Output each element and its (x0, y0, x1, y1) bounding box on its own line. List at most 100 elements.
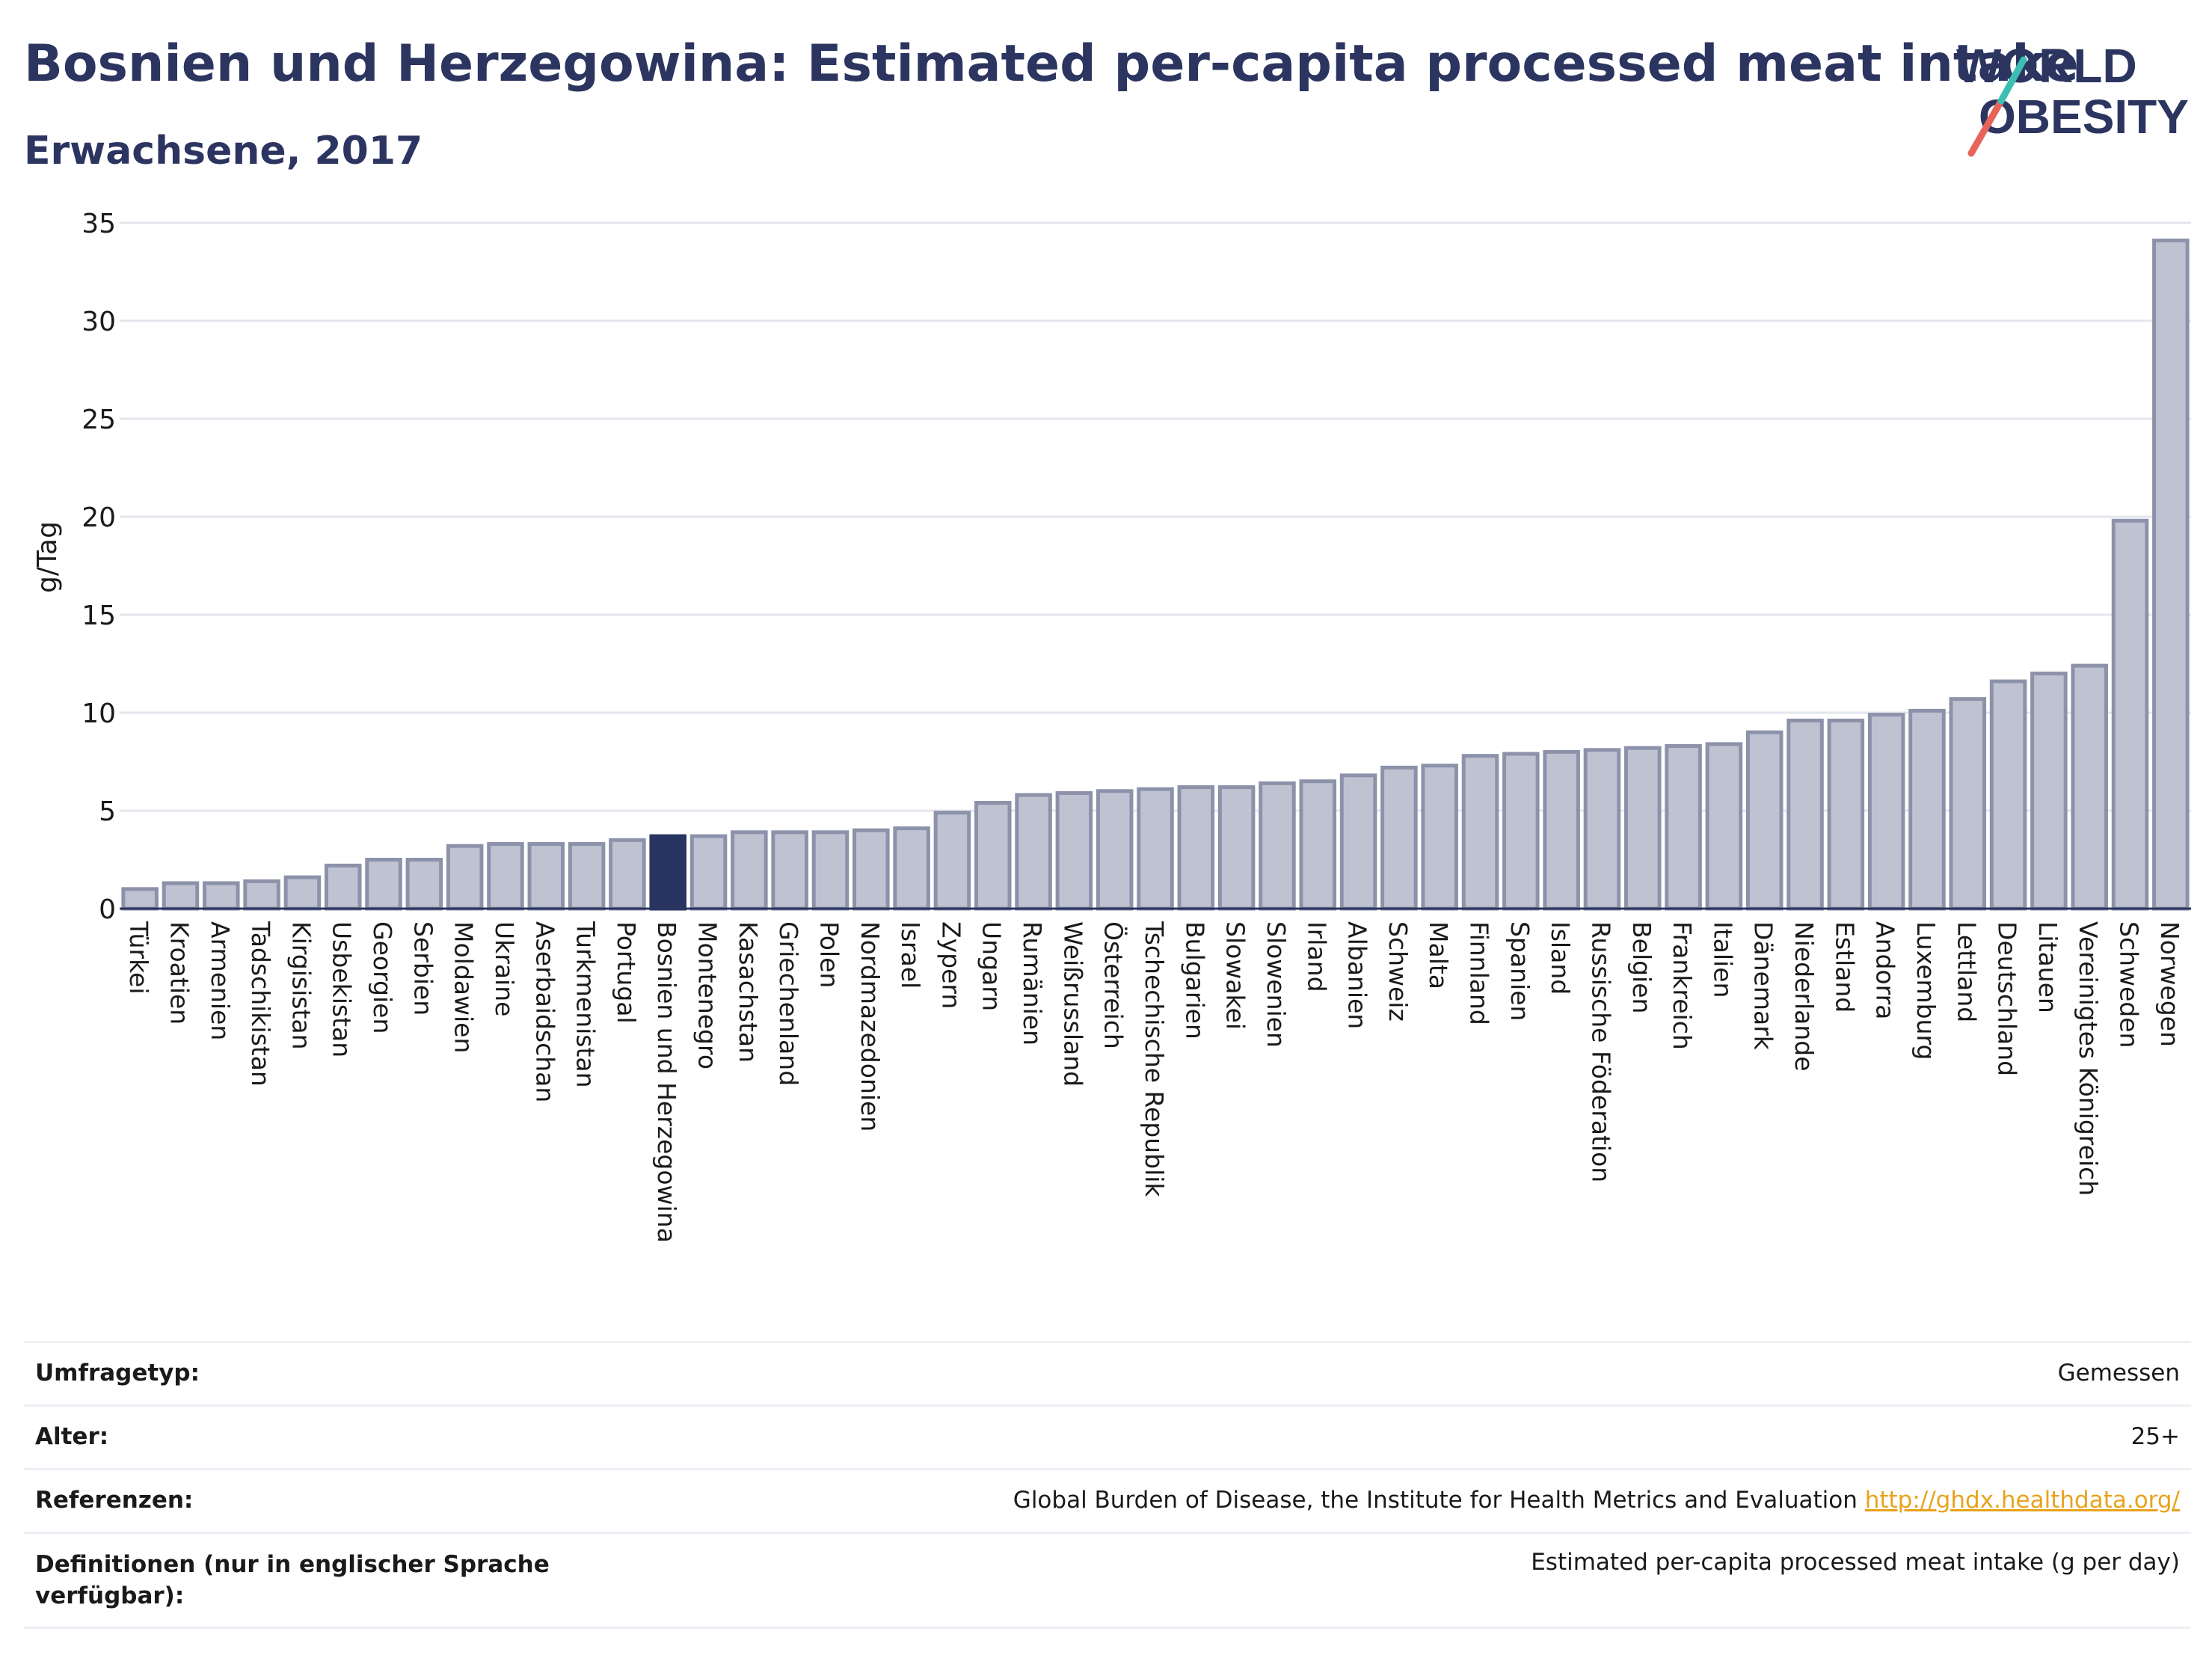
bar-russische-föderation[interactable] (1583, 748, 1621, 911)
x-tick-label: Niederlande (1789, 921, 1819, 1072)
bar-schweiz[interactable] (1380, 765, 1418, 911)
bar-slowakei[interactable] (1217, 785, 1256, 911)
x-tick-label: Spanien (1505, 921, 1534, 1021)
bar-chart: 0 5 10 15 20 25 30 35 Türkei Kroatien Armenien Tad… (32, 209, 2191, 1243)
x-tick-label: Serbien (408, 921, 437, 1016)
x-tick-label: Litauen (2033, 921, 2062, 1013)
bar-lettland[interactable] (1949, 697, 1987, 911)
bar-vereinigtes-königreich[interactable] (2071, 663, 2108, 911)
bar-tadschikistan[interactable] (243, 879, 280, 911)
bar-georgien[interactable] (365, 858, 402, 911)
bar-armenien[interactable] (203, 881, 240, 911)
x-tick-label: Kirgisistan (286, 921, 316, 1050)
bar-griechenland[interactable] (771, 830, 808, 911)
x-tick-label: Moldawien (449, 921, 479, 1053)
bar-usbekistan[interactable] (324, 863, 362, 911)
x-tick-label: Albanien (1343, 921, 1372, 1029)
bar-deutschland[interactable] (1989, 679, 2027, 911)
x-tick-label: Ungarn (977, 921, 1007, 1011)
info-label: Referenzen: (35, 1487, 194, 1514)
x-tick-label: Armenien (206, 921, 235, 1040)
bar-bulgarien[interactable] (1177, 785, 1215, 911)
bar-slowenien[interactable] (1259, 781, 1296, 911)
world-obesity-logo: WORLD OBESITY (1956, 39, 2189, 157)
x-tick-label: Italien (1708, 921, 1737, 998)
x-tick-label: Kasachstan (734, 921, 763, 1063)
x-tick-label: Nordmazedonien (855, 921, 885, 1132)
x-tick-label: Bulgarien (1180, 921, 1209, 1040)
bar-niederlande[interactable] (1787, 718, 1824, 911)
bar-norwegen[interactable] (2152, 239, 2190, 911)
bar-luxemburg[interactable] (1908, 708, 1946, 911)
bar-kasachstan[interactable] (731, 830, 768, 911)
bar-österreich[interactable] (1096, 789, 1134, 911)
y-tick-label: 0 (99, 894, 116, 925)
info-row-age: Alter: 25+ (24, 1404, 2191, 1468)
x-tick-label: Portugal (612, 921, 641, 1024)
x-tick-label: Kroatien (165, 921, 194, 1025)
y-axis-ticks: 0 5 10 15 20 25 30 35 (82, 209, 116, 925)
x-tick-label: Malta (1424, 921, 1453, 989)
bar-schweden[interactable] (2111, 518, 2149, 911)
x-tick-label: Turkmenistan (571, 921, 600, 1088)
x-tick-label: Schweden (2115, 921, 2144, 1048)
x-tick-label: Dänemark (1749, 921, 1778, 1051)
bar-finnland[interactable] (1461, 754, 1499, 911)
bar-serbien[interactable] (405, 858, 443, 911)
chart-subtitle: Erwachsene, 2017 (24, 129, 423, 174)
bar-malta[interactable] (1421, 764, 1458, 911)
x-tick-label: Montenegro (693, 921, 722, 1069)
x-tick-label: Irland (1302, 921, 1331, 992)
x-tick-label: Schweiz (1383, 921, 1413, 1022)
x-tick-label: Tschechische Republik (1140, 921, 1169, 1197)
bar-kirgisistan[interactable] (283, 875, 322, 911)
info-label: Umfragetyp: (35, 1360, 200, 1387)
bar-aserbaidschan[interactable] (527, 842, 565, 911)
logo-slash-teal (1997, 56, 2027, 105)
bar-andorra[interactable] (1867, 713, 1905, 911)
y-tick-label: 20 (82, 503, 116, 533)
bar-irland[interactable] (1299, 779, 1337, 911)
bar-ukraine[interactable] (487, 842, 524, 911)
bar-frankreich[interactable] (1665, 744, 1702, 911)
bar-türkei[interactable] (121, 887, 159, 911)
bar-belgien[interactable] (1623, 746, 1662, 911)
x-tick-label: Türkei (124, 921, 153, 995)
x-tick-label: Vereinigtes Königreich (2074, 921, 2103, 1196)
bar-bosnien-und-herzegowina[interactable] (649, 834, 687, 911)
bar-weißrussland[interactable] (1055, 790, 1093, 911)
bar-portugal[interactable] (609, 838, 646, 911)
bar-zypern[interactable] (933, 811, 971, 911)
x-tick-label: Deutschland (1993, 921, 2022, 1076)
bar-montenegro[interactable] (689, 834, 728, 911)
bar-israel[interactable] (893, 826, 930, 911)
bar-litauen[interactable] (2030, 672, 2068, 911)
bar-nordmazedonien[interactable] (852, 828, 890, 911)
y-tick-label: 15 (82, 601, 116, 631)
info-table: Umfragetyp: Gemessen Alter: 25+ Referenz… (24, 1341, 2191, 1629)
bar-estland[interactable] (1827, 718, 1865, 911)
bar-island[interactable] (1543, 749, 1580, 911)
info-row-definitions: Definitionen (nur in englischer Sprache … (24, 1532, 2191, 1629)
bar-albanien[interactable] (1339, 773, 1377, 911)
bar-dänemark[interactable] (1745, 730, 1784, 911)
bar-kroatien[interactable] (162, 881, 200, 911)
x-tick-label: Slowakei (1221, 921, 1250, 1030)
logo-slash-red (1967, 97, 2005, 157)
chart-title: Bosnien und Herzegowina: Estimated per-c… (24, 34, 2079, 93)
bar-tschechische-republik[interactable] (1137, 787, 1174, 911)
bar-polen[interactable] (811, 830, 850, 911)
reference-link[interactable]: http://ghdx.healthdata.org/ (1864, 1487, 2180, 1514)
logo-line2: OBESITY (1979, 90, 2189, 144)
bar-italien[interactable] (1705, 742, 1743, 911)
info-value: Estimated per-capita processed meat inta… (1531, 1549, 2180, 1576)
bar-ungarn[interactable] (974, 801, 1012, 911)
x-tick-label: Estland (1830, 921, 1859, 1013)
y-tick-label: 30 (82, 307, 116, 337)
x-axis-labels: Türkei Kroatien Armenien Tadschikistan Kirgi… (124, 921, 2184, 1243)
bar-spanien[interactable] (1502, 752, 1540, 911)
bar-rumänien[interactable] (1015, 793, 1052, 911)
y-tick-label: 10 (82, 698, 116, 729)
bar-turkmenistan[interactable] (568, 842, 606, 911)
bar-moldawien[interactable] (446, 844, 484, 911)
